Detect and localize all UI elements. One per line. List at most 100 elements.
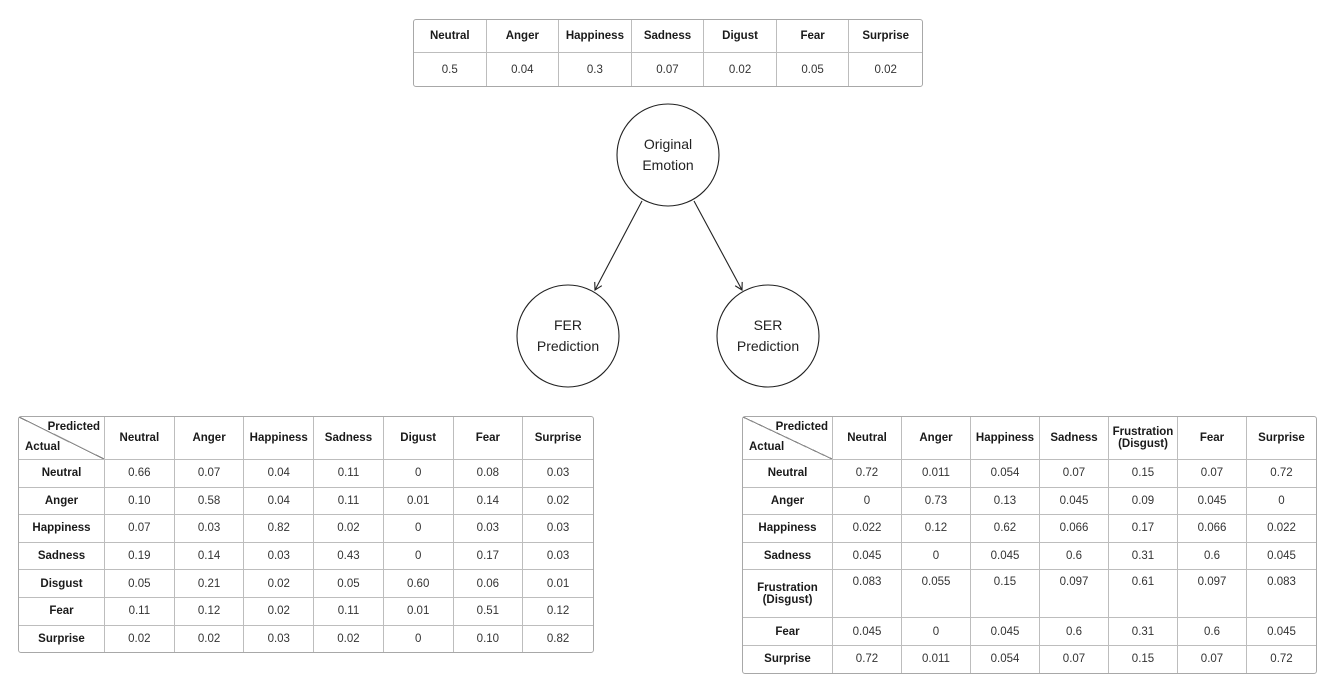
value-cell: 0.14 (174, 542, 245, 571)
value-cell: 0.02 (523, 488, 593, 516)
value-cell: 0.43 (314, 542, 384, 571)
table-row: Neutral 0.72 0.011 0.054 0.07 0.15 0.07 … (743, 460, 1316, 488)
row-label: Anger (19, 487, 105, 516)
table-row: Surprise 0.72 0.011 0.054 0.07 0.15 0.07… (743, 645, 1316, 673)
value-cell: 0.51 (453, 597, 524, 626)
table-row: Anger 0 0.73 0.13 0.045 0.09 0.045 0 (743, 487, 1316, 516)
value-cell: 0.03 (523, 543, 593, 571)
matrix-corner-cell: Predicted Actual (743, 417, 833, 460)
value-cell: 0.82 (546, 632, 570, 645)
value-cell: 0.14 (453, 487, 524, 516)
table-row: Happiness 0.022 0.12 0.62 0.066 0.17 0.0… (743, 515, 1316, 543)
header-cell: Surprise (849, 20, 922, 53)
value-cell: 0.07 (1040, 460, 1109, 488)
value-cell: 0.10 (454, 625, 524, 653)
value-cell: 0.02 (704, 53, 777, 86)
value-cell: 0.07 (1040, 645, 1109, 673)
value-cell: 0.045 (833, 542, 902, 571)
value-cell: 0.17 (453, 542, 524, 571)
value-cell: 0.12 (174, 597, 245, 626)
header-main: Frustration (1112, 426, 1174, 438)
table-row: Surprise 0.02 0.02 0.03 0.02 0 0.10 0.82 (19, 625, 593, 653)
value-cell: 0.03 (244, 625, 315, 653)
value-cell: 0.21 (174, 570, 245, 598)
value-cell: 0.09 (1109, 487, 1178, 516)
table-row: Sadness 0.19 0.14 0.03 0.43 0 0.17 0.03 (19, 542, 593, 571)
table-row: Sadness 0.045 0 0.045 0.6 0.31 0.6 0.045 (743, 542, 1316, 571)
table-row: Frustration (Disgust) 0.083 0.055 0.15 0.… (743, 570, 1316, 619)
header-cell: Fear (776, 20, 850, 53)
table-row: Neutral 0.66 0.07 0.04 0.11 0 0.08 0.03 (19, 460, 593, 488)
value-cell: 0.66 (105, 460, 175, 488)
value-cell: 0.03 (174, 515, 245, 543)
value-cell: 0.045 (1040, 487, 1109, 516)
value-cell: 0.07 (105, 515, 175, 543)
value-cell: 0.11 (314, 597, 384, 626)
value-cell: 0.097 (1178, 570, 1247, 619)
value-cell: 0.31 (1109, 618, 1178, 646)
header-cell: Sadness (631, 20, 705, 53)
table-row: Fear 0.11 0.12 0.02 0.11 0.01 0.51 0.12 (19, 597, 593, 626)
row-label: Happiness (743, 515, 833, 543)
node-label: SER (754, 317, 783, 333)
value-cell: 0.045 (1178, 487, 1247, 516)
node-label: Prediction (537, 338, 599, 354)
value-cell: 0 (383, 542, 454, 571)
fer-prediction-node: FER Prediction (516, 284, 620, 388)
value-cell: 0.097 (1040, 570, 1109, 619)
value-cell: 0.6 (1040, 618, 1109, 646)
value-cell: 0.61 (1109, 570, 1178, 619)
value-cell: 0.11 (105, 597, 175, 626)
value-cell: 0.045 (1247, 618, 1316, 646)
value-cell: 0.011 (902, 645, 971, 673)
value-cell: 0.054 (971, 460, 1040, 488)
value-cell: 0.05 (314, 570, 384, 598)
value-cell: 0 (383, 515, 454, 543)
value-cell: 0.02 (244, 597, 315, 626)
value-cell: 0.03 (523, 460, 593, 488)
node-label: Emotion (642, 157, 693, 173)
header-cell: Happiness (971, 417, 1040, 460)
fer-confusion-matrix: Predicted Actual Neutral Anger Happiness… (18, 416, 594, 654)
arrow-to-ser (693, 200, 743, 291)
value-cell: 0.72 (1247, 460, 1316, 488)
node-label: Original (644, 136, 692, 152)
value-cell: 0.083 (1247, 570, 1316, 619)
value-cell: 0.15 (971, 570, 1040, 619)
value-cell: 0 (902, 618, 971, 646)
header-cell: Anger (486, 20, 560, 53)
header-cell: Sadness (1040, 417, 1109, 460)
value-cell: 0.04 (244, 460, 315, 488)
value-cell: 0.07 (174, 460, 245, 488)
value-cell: 0.07 (1178, 460, 1247, 488)
table-row: Fear 0.045 0 0.045 0.6 0.31 0.6 0.045 (743, 618, 1316, 646)
value-cell: 0.03 (244, 542, 315, 571)
row-label: Sadness (19, 542, 105, 571)
value-cell: 0.60 (383, 570, 454, 598)
value-cell: 0.06 (453, 570, 524, 598)
value-cell: 0.11 (314, 487, 384, 516)
value-cell: 0 (833, 487, 902, 516)
value-cell: 0.011 (902, 460, 971, 488)
header-cell: Fear (1178, 417, 1247, 460)
original-emotion-probability-table: Neutral Anger Happiness Sadness Digust F… (413, 19, 923, 87)
header-cell: Digust (704, 20, 777, 53)
table-header-row: Predicted Actual Neutral Anger Happiness… (19, 417, 593, 460)
header-cell: Happiness (244, 417, 315, 460)
row-label: Neutral (743, 460, 833, 488)
value-cell: 0.72 (833, 645, 902, 673)
value-cell: 0.02 (314, 625, 384, 653)
value-cell: 0.10 (105, 487, 175, 516)
value-cell: 0.11 (314, 460, 384, 488)
node-label: Prediction (737, 338, 799, 354)
header-sub: (Disgust) (1118, 438, 1168, 450)
value-cell: 0.17 (1109, 515, 1178, 543)
value-cell: 0.03 (453, 515, 524, 543)
value-cell: 0.58 (174, 487, 245, 516)
header-cell: Neutral (414, 20, 487, 53)
value-cell: 0 (1247, 488, 1316, 516)
header-cell: Surprise (1247, 417, 1316, 460)
value-cell: 0.72 (1270, 653, 1293, 666)
table-header-row: Neutral Anger Happiness Sadness Digust F… (414, 20, 922, 53)
actual-label: Actual (25, 441, 61, 453)
